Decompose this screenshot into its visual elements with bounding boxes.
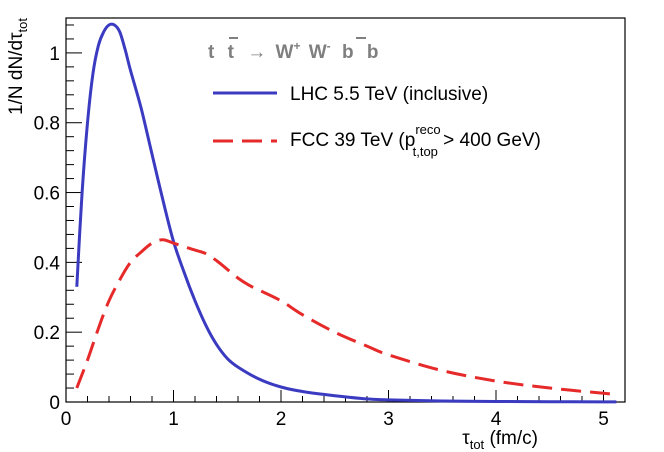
tbar-symbol: t [228, 42, 235, 63]
process-label: t t → W+ W- b b [208, 34, 378, 63]
series-line-fcc [75, 238, 617, 396]
y-tick-label: 0 [49, 393, 60, 414]
plot-frame [65, 17, 626, 403]
tick-labels: 0 1 2 3 4 5 0 0.2 0.4 0.6 0.8 1 [34, 44, 609, 430]
y-tick-label: 0.2 [34, 323, 60, 344]
curves [75, 22, 617, 404]
x-tick-label: 0 [61, 409, 72, 430]
series-line-lhc [75, 22, 617, 404]
x-axis-title: τtot (fm/c) [462, 428, 538, 452]
x-tick-label: 1 [168, 409, 179, 430]
legend-label-fcc: FCC 39 TeV (preco t,top > 400 GeV) [290, 122, 541, 159]
legend-label-lhc: LHC 5.5 TeV (inclusive) [290, 84, 488, 105]
x-tick-label: 5 [598, 409, 609, 430]
y-tick-label: 0.8 [34, 114, 60, 135]
axis-ticks [65, 24, 626, 403]
y-tick-label: 0.6 [34, 184, 60, 205]
bbar-symbol: b [367, 42, 379, 63]
x-tick-label: 4 [491, 409, 502, 430]
x-tick-label: 3 [383, 409, 394, 430]
y-tick-label: 1 [49, 44, 60, 65]
x-tick-label: 2 [276, 409, 287, 430]
y-axis-title: 1/N dN/dτtot [6, 18, 30, 115]
y-tick-label: 0.4 [34, 253, 61, 274]
legend: LHC 5.5 TeV (inclusive) FCC 39 TeV (prec… [213, 84, 541, 159]
